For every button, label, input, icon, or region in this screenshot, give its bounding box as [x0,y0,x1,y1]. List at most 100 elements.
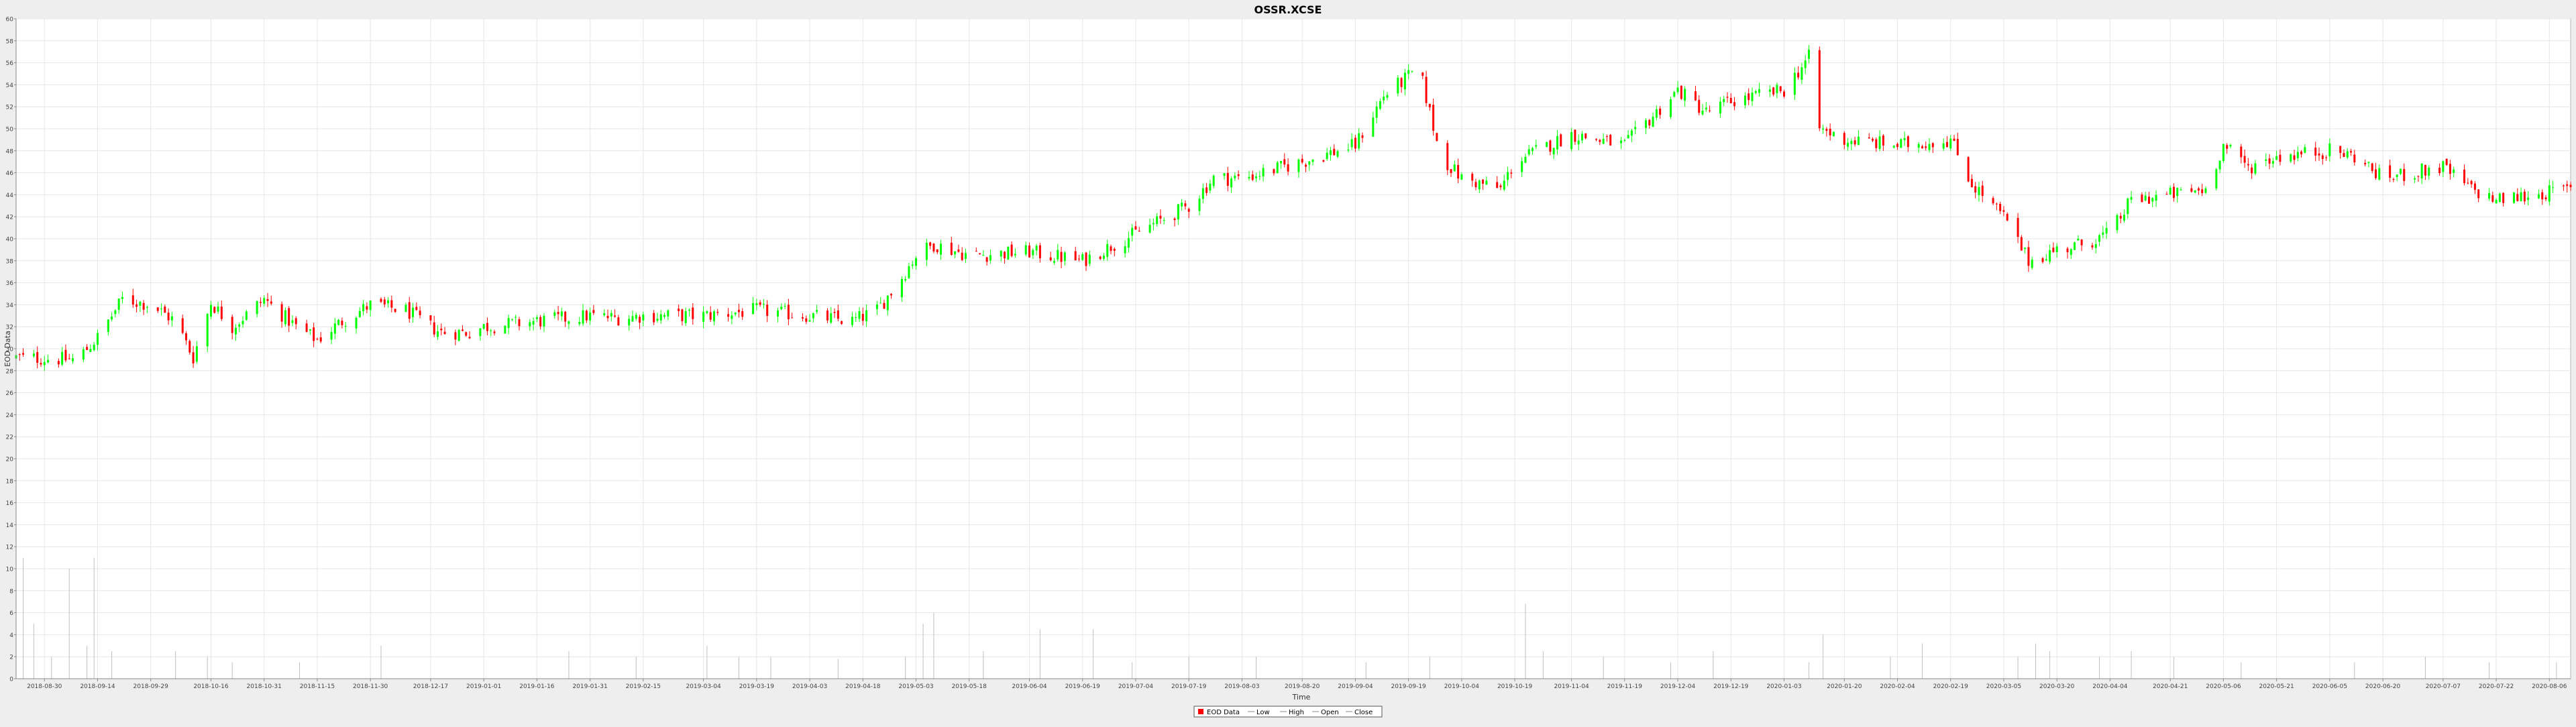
candle [139,300,142,313]
candle-body [2403,168,2406,181]
candle [1532,146,1534,155]
candle-body [1032,249,1034,256]
candle-body [865,310,868,322]
candle-body [217,306,219,312]
candle-body [358,311,361,317]
candle-body [582,310,584,324]
candle-body [802,317,804,319]
candle-body [1000,250,1002,257]
candle [727,308,730,322]
candle-body [146,306,148,308]
y-tick-label: 32 [6,325,13,331]
candle-body [2215,169,2218,188]
candle [136,300,138,313]
candle [929,241,932,249]
candle-body [1634,127,1637,129]
candle [220,300,223,321]
candle-body [1258,176,1261,177]
candle-body [681,309,684,321]
x-tick-label: 2020-03-05 [1986,683,2021,690]
candle-body [57,361,60,365]
candle-body [2424,164,2426,176]
candle-body [2020,237,2023,251]
candle [2080,239,2083,251]
candle [2247,158,2249,171]
candle [1163,217,1165,225]
candle-body [2541,192,2544,200]
candle-body [2201,189,2204,193]
y-tick-label: 2 [9,655,13,661]
candle-body [1028,245,1031,258]
candle-body [1556,135,1558,150]
candle-body [1768,89,1771,92]
candle [631,310,634,322]
candle-body [294,318,297,325]
candle [61,347,64,366]
candle-body [1743,95,1746,105]
candle [2428,165,2430,180]
candle [1436,132,1438,142]
candle-body [731,315,733,319]
candle [2473,180,2476,194]
candle-body [64,349,67,361]
candle-body [2155,194,2157,201]
candle-body [1336,151,1339,157]
candle [1599,138,1601,146]
candle-body [2130,197,2133,200]
candle-body [1049,257,1052,260]
candle-body [1705,107,1707,110]
candle [560,307,563,321]
candle-body [1832,131,1835,137]
candle [2017,213,2019,243]
candle-body [2017,217,2019,237]
candle [1723,95,1725,107]
candle-body [1850,141,1853,144]
x-tick-label: 2018-09-29 [133,683,169,690]
candle-body [1532,148,1534,152]
candle [213,306,216,314]
candle-body [2094,243,2097,248]
candle [1474,178,1477,190]
x-tick-label: 2019-11-04 [1554,683,1589,690]
candle [1928,138,1931,153]
candle [1549,139,1552,156]
y-tick-label: 12 [6,545,13,551]
x-tick-label: 2020-07-07 [2426,683,2461,690]
candle [883,299,885,309]
candle [231,314,233,340]
x-tick-label: 2019-01-16 [519,683,555,690]
candle [1758,82,1761,97]
candle [2417,175,2420,182]
candle-body [2304,147,2306,153]
candle [383,296,386,308]
candle [167,308,170,325]
candle [1283,153,1286,168]
candle-body [2240,146,2243,158]
x-tick-label: 2020-06-05 [2312,683,2347,690]
candle [319,332,322,343]
candle [1804,54,1807,74]
candle [989,249,991,264]
candle-body [181,318,184,333]
candle-body [1782,91,1785,97]
candle-body [564,311,567,322]
candle-body [2552,187,2555,188]
candle-body [1159,215,1162,219]
candle [2169,185,2171,195]
candle-body [454,332,457,340]
candle [1478,179,1481,193]
candle-body [1177,204,1179,220]
candle [263,295,266,307]
candle-body [939,243,942,255]
candle-body [628,319,631,326]
x-tick-label: 2018-12-17 [413,683,448,690]
y-tick-label: 34 [6,302,14,309]
candle-body [539,317,542,327]
candle-body [2247,164,2249,166]
candle [2251,164,2253,179]
candle-body [1527,149,1530,155]
candle-body [291,320,294,323]
candle [1234,172,1236,181]
candle [2176,187,2179,203]
